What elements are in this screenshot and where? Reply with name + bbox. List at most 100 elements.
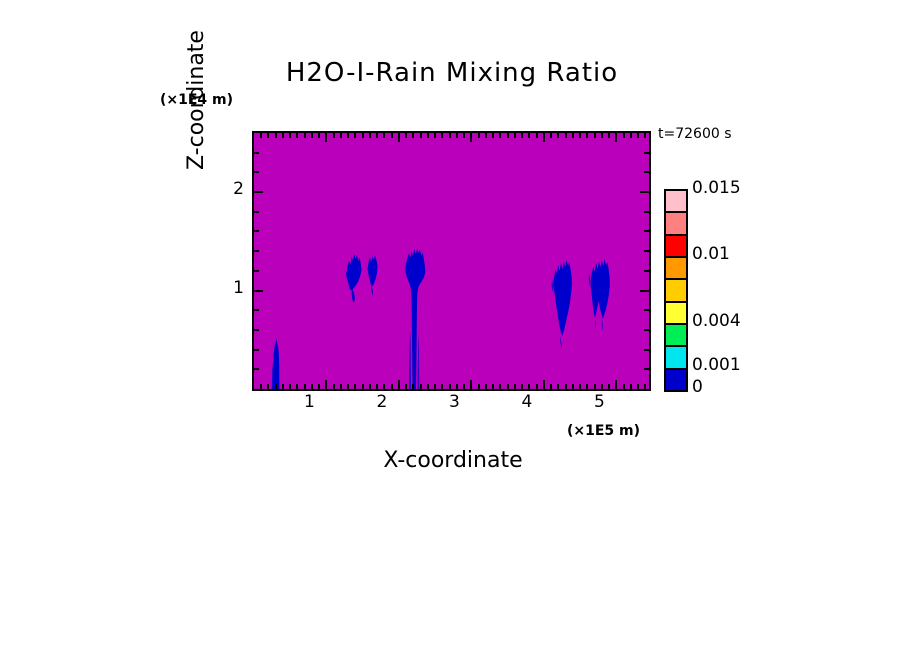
z-tick-major xyxy=(254,290,263,292)
plot-area xyxy=(252,131,651,391)
colorbar-band xyxy=(666,213,686,235)
x-tick-minor xyxy=(456,384,458,389)
x-tick-minor-top xyxy=(644,133,646,138)
x-tick-minor xyxy=(267,384,269,389)
x-tick-major-top xyxy=(470,133,472,142)
x-tick-minor-top xyxy=(565,133,567,138)
z-tick-minor xyxy=(254,309,259,311)
x-tick-minor-top xyxy=(514,133,516,138)
colorbar-label: 0.01 xyxy=(692,244,730,264)
z-tick-minor xyxy=(254,349,259,351)
colorbar-label: 0.015 xyxy=(692,178,741,198)
x-tick-minor-top xyxy=(354,133,356,138)
x-tick-minor-top xyxy=(362,133,364,138)
x-tick-minor-top xyxy=(608,133,610,138)
x-tick-minor xyxy=(289,384,291,389)
x-tick-minor xyxy=(594,384,596,389)
colorbar-label: 0.004 xyxy=(692,311,741,331)
x-tick-minor-top xyxy=(630,133,632,138)
z-tick-minor-right xyxy=(644,230,649,232)
x-tick-label: 2 xyxy=(367,392,397,412)
x-axis-title: X-coordinate xyxy=(0,448,904,473)
x-tick-minor xyxy=(608,384,610,389)
z-tick-major-right xyxy=(640,290,649,292)
x-tick-minor xyxy=(536,384,538,389)
z-tick-major-right xyxy=(640,191,649,193)
x-tick-minor xyxy=(347,384,349,389)
z-tick-minor-right xyxy=(644,270,649,272)
x-tick-minor-top xyxy=(557,133,559,138)
colorbar-label: 0.001 xyxy=(692,355,741,375)
x-tick-minor xyxy=(463,384,465,389)
field-background xyxy=(254,133,649,389)
x-tick-minor-top xyxy=(420,133,422,138)
x-tick-minor-top xyxy=(463,133,465,138)
x-tick-minor-top xyxy=(412,133,414,138)
x-tick-minor-top xyxy=(572,133,574,138)
y-axis-title-text: Z-coordinate xyxy=(184,30,209,170)
x-tick-minor xyxy=(420,384,422,389)
x-tick-minor xyxy=(572,384,574,389)
z-tick-minor-right xyxy=(644,171,649,173)
x-tick-minor xyxy=(499,384,501,389)
x-tick-minor xyxy=(441,384,443,389)
z-tick-minor xyxy=(254,270,259,272)
x-tick-major-top xyxy=(615,133,617,142)
x-tick-minor-top xyxy=(275,133,277,138)
z-tick-minor-right xyxy=(644,250,649,252)
x-tick-minor xyxy=(623,384,625,389)
x-tick-minor xyxy=(514,384,516,389)
x-tick-minor xyxy=(318,384,320,389)
x-tick-major xyxy=(398,380,400,389)
x-tick-minor xyxy=(376,384,378,389)
x-tick-minor xyxy=(427,384,429,389)
x-tick-minor xyxy=(601,384,603,389)
x-tick-minor xyxy=(260,384,262,389)
x-tick-minor xyxy=(333,384,335,389)
figure-canvas: H2O-I-Rain Mixing Ratio (×1E4 m) t=72600… xyxy=(0,0,904,654)
x-tick-major xyxy=(615,380,617,389)
colorbar-band xyxy=(666,236,686,258)
x-tick-minor xyxy=(557,384,559,389)
x-tick-minor-top xyxy=(623,133,625,138)
colorbar-band xyxy=(666,370,686,390)
x-tick-minor xyxy=(369,384,371,389)
colorbar-band xyxy=(666,303,686,325)
x-tick-minor xyxy=(565,384,567,389)
z-tick-minor xyxy=(254,250,259,252)
x-tick-minor xyxy=(630,384,632,389)
x-tick-minor xyxy=(296,384,298,389)
x-tick-minor-top xyxy=(376,133,378,138)
z-tick-minor-right xyxy=(644,309,649,311)
z-tick-minor xyxy=(254,152,259,154)
x-tick-major xyxy=(470,380,472,389)
x-tick-minor xyxy=(434,384,436,389)
x-tick-minor xyxy=(412,384,414,389)
x-tick-minor xyxy=(485,384,487,389)
x-tick-minor-top xyxy=(441,133,443,138)
x-tick-minor-top xyxy=(485,133,487,138)
x-tick-minor-top xyxy=(391,133,393,138)
x-tick-minor-top xyxy=(507,133,509,138)
x-tick-minor-top xyxy=(586,133,588,138)
z-tick-minor-right xyxy=(644,329,649,331)
x-tick-minor-top xyxy=(296,133,298,138)
x-tick-minor xyxy=(492,384,494,389)
z-tick-minor xyxy=(254,329,259,331)
x-tick-minor xyxy=(586,384,588,389)
x-tick-minor-top xyxy=(260,133,262,138)
x-tick-minor-top xyxy=(521,133,523,138)
x-tick-minor-top xyxy=(427,133,429,138)
x-tick-minor-top xyxy=(369,133,371,138)
x-tick-minor xyxy=(304,384,306,389)
x-tick-minor-top xyxy=(434,133,436,138)
z-tick-minor-right xyxy=(644,211,649,213)
colorbar xyxy=(664,189,688,392)
x-tick-major xyxy=(325,380,327,389)
z-tick-minor xyxy=(254,368,259,370)
x-tick-minor xyxy=(644,384,646,389)
x-tick-major-top xyxy=(325,133,327,142)
x-tick-minor xyxy=(579,384,581,389)
x-tick-minor-top xyxy=(550,133,552,138)
colorbar-band xyxy=(666,258,686,280)
